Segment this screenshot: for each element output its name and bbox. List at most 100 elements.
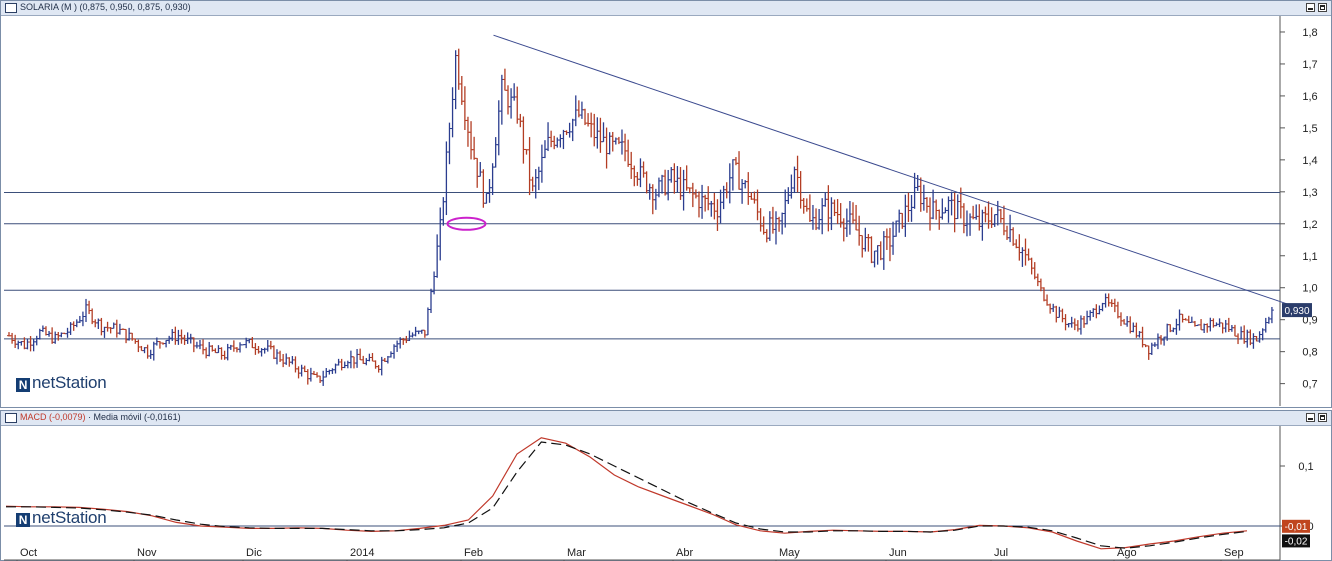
ohlc-bar: [422, 329, 427, 338]
ohlc-bar: [595, 117, 600, 149]
ohlc-bar: [1155, 333, 1160, 350]
last-price-badge-label: 0,930: [1284, 306, 1309, 317]
ohlc-bar: [1085, 310, 1090, 325]
ohlc-bar: [629, 151, 634, 179]
ohlc-bar: [207, 341, 212, 357]
trendline-resistance: [493, 34, 1311, 313]
ohlc-bar: [1257, 331, 1262, 343]
ohlc-bar: [835, 199, 840, 224]
minimize-button[interactable]: [1306, 413, 1315, 422]
ohlc-bar: [829, 197, 834, 231]
ohlc-bar: [213, 348, 218, 354]
macd-legend-ma: Media móvil (-0,0161): [93, 412, 181, 422]
ohlc-bar: [921, 184, 926, 211]
ohlc-bar: [767, 211, 772, 241]
ohlc-bar: [25, 338, 30, 350]
ohlc-bar: [872, 250, 877, 268]
ohlc-bar: [1208, 317, 1213, 332]
y-tick-label: 1,0: [1302, 283, 1317, 295]
ohlc-bar: [727, 163, 732, 204]
ohlc-bar: [878, 241, 883, 261]
ohlc-bar: [672, 163, 677, 194]
ohlc-bar: [388, 351, 393, 358]
ohlc-bar: [1017, 234, 1022, 261]
ohlc-bar: [219, 347, 224, 360]
ohlc-bar: [496, 100, 501, 156]
ohlc-bar: [1131, 322, 1136, 333]
ohlc-bar: [321, 370, 326, 386]
x-tick-label: Mar: [567, 547, 586, 559]
ohlc-bar: [592, 113, 597, 147]
panel-icon: [5, 3, 17, 13]
macd-line: [5, 437, 1248, 550]
ohlc-bar: [1069, 316, 1074, 328]
ohlc-bar: [616, 136, 621, 145]
ohlc-bar: [555, 137, 560, 148]
ohlc-bar: [1229, 325, 1234, 332]
ohlc-bar: [703, 194, 708, 212]
ohlc-bar: [502, 68, 507, 91]
ohlc-bar: [712, 192, 717, 220]
ohlc-bar: [758, 208, 763, 232]
ohlc-bar: [1115, 301, 1120, 319]
x-tick-label: 2014: [350, 547, 374, 559]
ohlc-bar: [841, 218, 846, 242]
y-tick-label: 1,3: [1302, 187, 1317, 199]
x-tick-label: Jul: [994, 547, 1008, 559]
ohlc-bar: [940, 198, 945, 220]
ohlc-bar: [604, 127, 609, 169]
ohlc-bar: [1103, 293, 1108, 308]
ohlc-bar: [961, 203, 966, 234]
ohlc-bar: [450, 87, 455, 138]
ohlc-bar: [182, 334, 187, 345]
ohlc-bar: [1072, 318, 1077, 331]
ohlc-bar: [34, 335, 39, 346]
ohlc-bar: [660, 174, 665, 194]
price-chart: 0,7 0,8 0,9 1,0 1,1 1,2 1,3 1,4 1,5 1,6 1,7 1,8 0,93…: [4, 16, 1318, 406]
ohlc-bar: [928, 197, 933, 231]
y-tick-label: 0,1: [1298, 461, 1313, 473]
netstation-logo-text: netStation: [32, 373, 107, 392]
ohlc-bar: [151, 341, 156, 361]
x-tick-label: Dic: [246, 547, 262, 559]
ohlc-bar: [459, 75, 464, 105]
ohlc-bar: [1106, 293, 1111, 307]
ohlc-bar: [934, 199, 939, 220]
ohlc-bar: [755, 189, 760, 221]
ohlc-bar: [650, 184, 655, 215]
ohlc-bar: [308, 367, 313, 382]
ohlc-bar: [527, 137, 532, 196]
ohlc-bar: [348, 350, 353, 369]
ohlc-bar: [318, 375, 323, 383]
ohlc-bar: [789, 174, 794, 199]
ohlc-bar: [875, 245, 880, 265]
price-panel-title: SOLARIA (M ) (0,875, 0,950, 0,875, 0,930…: [20, 2, 191, 12]
ohlc-bar: [74, 319, 79, 328]
ohlc-bar: [570, 118, 575, 142]
maximize-button[interactable]: [1318, 3, 1327, 12]
netstation-logo-icon: N: [16, 513, 30, 527]
ohlc-bar: [909, 194, 914, 222]
macd-panel-header: MACD (-0,0079) · Media móvil (-0,0161): [1, 411, 1331, 426]
netstation-logo-icon: N: [16, 378, 30, 392]
ohlc-bar: [681, 169, 686, 211]
ohlc-bar: [740, 179, 745, 204]
ohlc-bar: [752, 191, 757, 204]
ohlc-bar: [80, 311, 85, 327]
ohlc-bar: [586, 113, 591, 127]
maximize-button[interactable]: [1318, 413, 1327, 422]
price-panel: SOLARIA (M ) (0,875, 0,950, 0,875, 0,930…: [0, 0, 1332, 408]
netstation-logo-text: netStation: [32, 508, 107, 527]
ohlc-bar: [998, 209, 1003, 223]
x-tick-label: May: [779, 547, 800, 559]
minimize-button[interactable]: [1306, 3, 1315, 12]
ohlc-bar: [487, 179, 492, 203]
x-tick-label: Nov: [137, 547, 157, 559]
ohlc-bar: [173, 326, 178, 345]
ohlc-bar: [296, 366, 301, 379]
ohlc-bar: [238, 342, 243, 353]
ohlc-bar: [1008, 214, 1013, 243]
ohlc-bar: [50, 327, 55, 344]
ohlc-bar: [16, 340, 21, 350]
ohlc-bar: [99, 317, 104, 336]
